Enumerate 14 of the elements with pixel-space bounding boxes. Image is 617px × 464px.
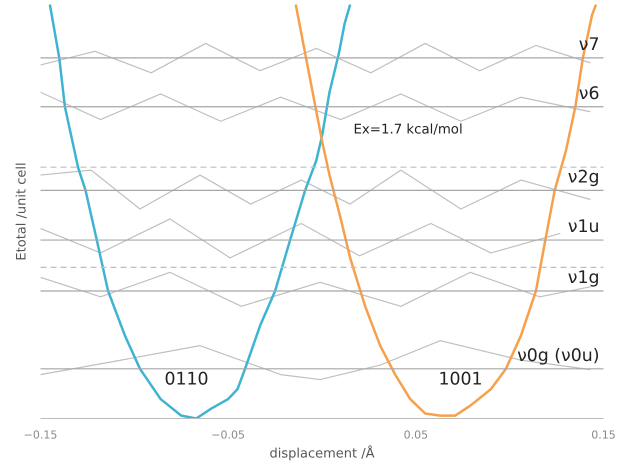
ref-line-label: ν6 — [578, 84, 600, 104]
annotation: 1001 — [438, 370, 483, 390]
ref-line-label: ν1g — [568, 268, 600, 288]
x-tick-label: 0.15 — [591, 428, 616, 442]
x-tick-label: 0.05 — [404, 428, 428, 442]
y-axis-title: Etotal /unit cell — [14, 162, 30, 261]
ref-line-label: ν2g — [568, 167, 600, 188]
x-tick-label: −0.15 — [24, 428, 58, 442]
ref-line-label: ν1u — [568, 217, 600, 238]
annotation: 0110 — [164, 370, 209, 390]
x-axis-title: displacement /Å — [269, 444, 375, 462]
x-tick-label: −0.05 — [211, 428, 246, 442]
annotation: Ex=1.7 kcal/mol — [354, 122, 463, 138]
ref-line-label: ν0g (ν0u) — [517, 346, 600, 366]
